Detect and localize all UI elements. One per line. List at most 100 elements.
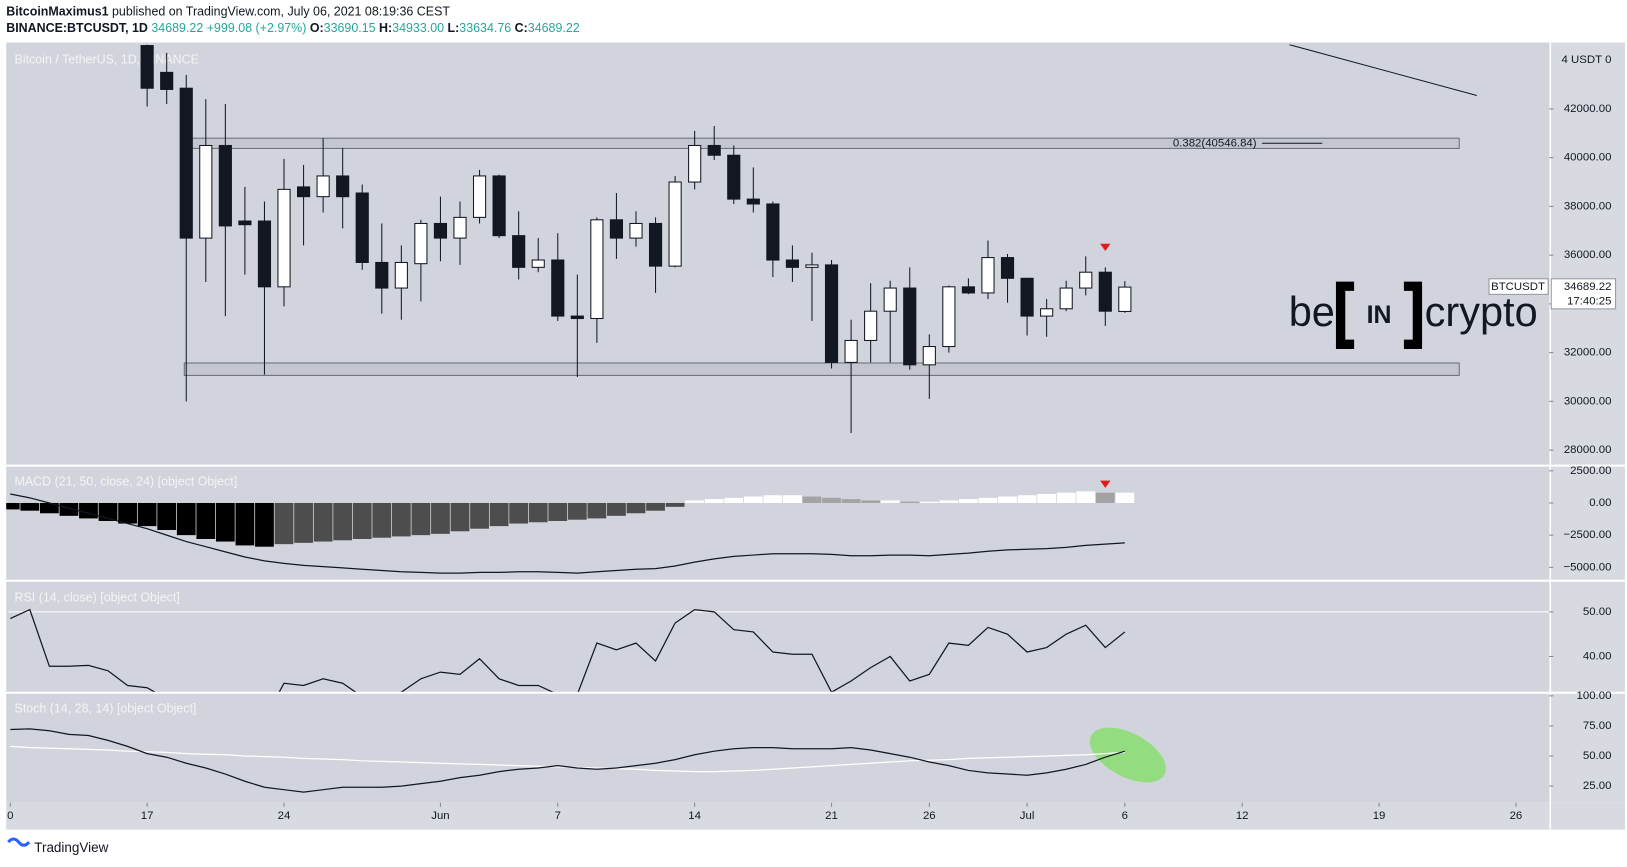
histogram-bar	[939, 500, 959, 503]
histogram-bar	[176, 502, 196, 536]
header-line-2: BINANCE:BTCUSDT, 1D 34689.22 +999.08 (+2…	[6, 21, 580, 35]
candle-body	[609, 219, 624, 239]
y-tick-label: 28000.00	[1564, 444, 1612, 456]
candle-body	[864, 310, 878, 341]
watermark-brackets	[1335, 281, 1423, 349]
histogram-bar	[743, 496, 763, 503]
y-tick-label: 50.00	[1583, 750, 1612, 762]
time-axis-area	[6, 802, 1625, 830]
y-tick-label: 100.00	[1577, 690, 1612, 702]
indicator-line	[10, 728, 1126, 793]
x-tick-label: 0	[7, 810, 13, 822]
y-tick-label: 36000.00	[1564, 249, 1612, 261]
histogram-bar	[548, 502, 568, 521]
highlight-ellipse	[1089, 727, 1166, 783]
x-tick-label: 14	[688, 810, 701, 822]
y-tick-label: −5000.00	[1564, 561, 1612, 573]
candle-body	[570, 315, 584, 320]
axis-note: 4 USDT 0	[1562, 54, 1612, 66]
signal-marker	[1100, 480, 1111, 488]
candle-body	[179, 87, 193, 239]
y-tick-label: 40.00	[1583, 650, 1612, 662]
change: +999.08 (+2.97%)	[207, 21, 307, 35]
histogram-bar	[333, 502, 353, 541]
histogram-bar	[900, 501, 920, 503]
candle-body	[629, 222, 643, 239]
histogram-bar	[235, 502, 255, 546]
candle-body	[942, 286, 956, 348]
panel: 0.382(40546.84)	[140, 44, 1477, 434]
histogram-bar	[1115, 492, 1135, 503]
close: 34689.22	[528, 21, 580, 35]
candle-body	[707, 144, 721, 156]
histogram-bar	[489, 502, 509, 527]
candle-body	[844, 339, 858, 363]
candle-body	[472, 175, 487, 218]
histogram-bar	[352, 502, 372, 539]
candle-body	[512, 235, 526, 268]
candle-body	[1020, 277, 1034, 317]
x-tick-label: 6	[1122, 810, 1128, 822]
symbol: BINANCE:BTCUSDT, 1D	[6, 21, 148, 35]
histogram-bar	[431, 502, 450, 534]
histogram-bar	[1056, 492, 1076, 503]
x-tick-label: 26	[923, 810, 936, 822]
histogram-bar	[959, 499, 978, 503]
candle-body	[688, 144, 702, 183]
zone-label: 0.382(40546.84)	[1173, 137, 1257, 149]
o-label: O:	[310, 21, 324, 35]
candle-body	[590, 219, 604, 320]
y-tick-label: 2500.00	[1570, 465, 1611, 477]
histogram-bar	[59, 502, 79, 516]
candle-body	[668, 181, 682, 267]
x-tick-label: Jul	[1020, 810, 1035, 822]
candle-body	[961, 286, 975, 294]
histogram-bar	[196, 502, 216, 539]
watermark-middle: IN	[1367, 301, 1392, 329]
last-time: 17:40:25	[1567, 296, 1611, 308]
histogram-bar	[763, 495, 783, 503]
last-price-box	[1550, 278, 1617, 310]
plot-area	[6, 42, 1551, 803]
candle-body	[257, 220, 272, 288]
published: published on TradingView.com, July 06, 2…	[112, 5, 450, 19]
candle-body	[414, 222, 428, 265]
panel-title: RSI (14, close) [object Object]	[15, 591, 180, 605]
low: 33634.76	[459, 21, 511, 35]
y-tick-label: 75.00	[1583, 720, 1612, 732]
author: BitcoinMaximus1	[6, 5, 108, 19]
candle-body	[824, 264, 839, 363]
histogram-bar	[39, 502, 59, 514]
histogram-bar	[528, 502, 548, 523]
candle-body	[1079, 271, 1093, 289]
candle-body	[551, 259, 565, 317]
histogram-bar	[685, 500, 705, 503]
histogram-bar	[255, 502, 274, 547]
candle-body	[160, 71, 174, 90]
candle-body	[785, 259, 800, 268]
x-tick-label: 26	[1510, 810, 1523, 822]
candle-body	[140, 45, 154, 89]
candle-body	[727, 154, 741, 200]
x-tick-label: 17	[141, 810, 154, 822]
candle-body	[199, 144, 213, 239]
y-tick-label: 38000.00	[1564, 200, 1612, 212]
candle-body	[648, 222, 663, 267]
histogram-bar	[1017, 495, 1037, 503]
x-tick-label: 7	[555, 810, 561, 822]
panel	[6, 491, 1135, 574]
price: 34689.22	[151, 21, 203, 35]
candle-body	[218, 144, 232, 227]
y-tick-label: 0.00	[1589, 497, 1611, 509]
candle-body	[277, 188, 291, 288]
histogram-bar	[20, 502, 40, 511]
trend-line	[1288, 44, 1477, 97]
y-tick-label: 32000.00	[1564, 347, 1612, 359]
histogram-bar	[411, 502, 431, 536]
y-tick-label: 25.00	[1583, 780, 1612, 792]
footer-icon	[7, 837, 31, 847]
candle-body	[531, 259, 545, 268]
histogram-bar	[626, 502, 646, 514]
histogram-bar	[313, 502, 333, 542]
